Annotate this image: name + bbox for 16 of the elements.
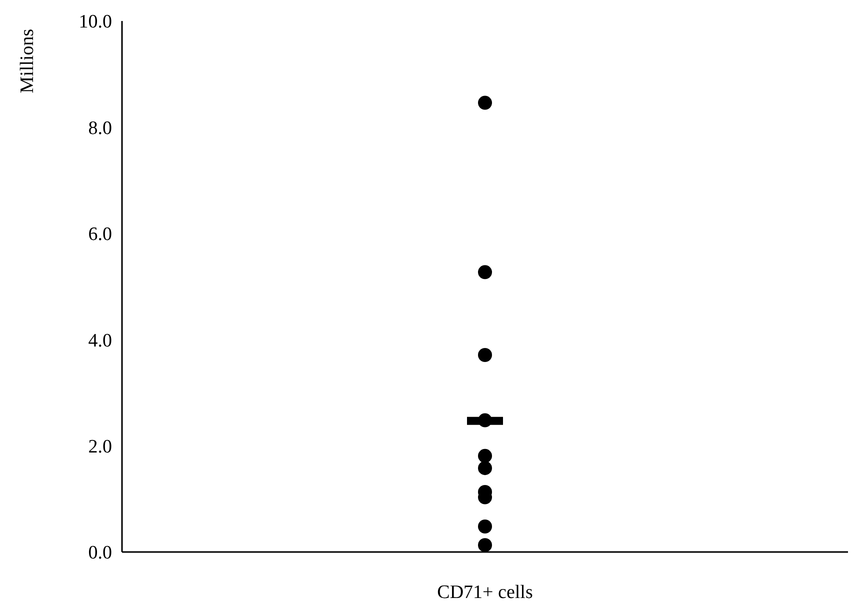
- y-tick-label: 8.0: [88, 118, 112, 139]
- point: [478, 265, 492, 280]
- point: [478, 538, 492, 552]
- point: [478, 96, 492, 110]
- point: [478, 348, 492, 362]
- point: [478, 448, 492, 463]
- y-tick-label: 10.0: [78, 12, 112, 33]
- y-tick-label: 6.0: [88, 224, 112, 246]
- point: [478, 413, 492, 428]
- y-tick-label: 2.0: [88, 436, 112, 458]
- point: [478, 461, 492, 476]
- y-tick-label: 0.0: [88, 542, 112, 564]
- y-tick-label: 4.0: [88, 330, 112, 352]
- point: [478, 520, 492, 534]
- y-axis-title: Millions: [17, 28, 38, 94]
- x-tick-label: CD71+ cells: [437, 582, 533, 603]
